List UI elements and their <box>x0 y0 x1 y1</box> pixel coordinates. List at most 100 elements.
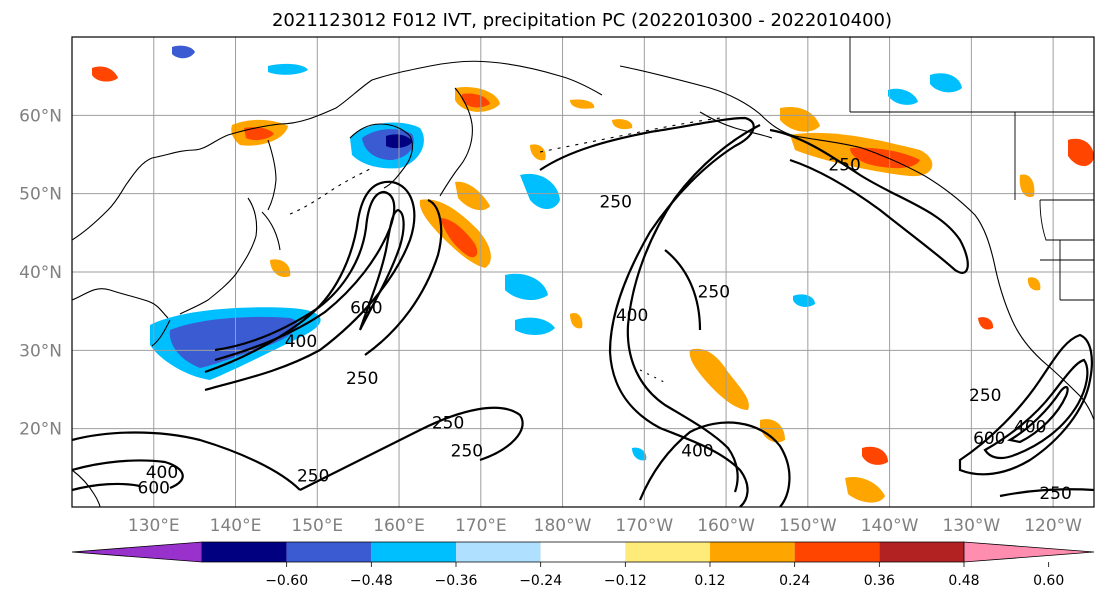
precip-positive-region <box>845 476 885 503</box>
colorbar-tick-label: 0.24 <box>779 573 810 589</box>
figure-title: 2021123012 F012 IVT, precipitation PC (2… <box>272 10 892 31</box>
ivt-contour-label: 600 <box>138 478 170 498</box>
colorbar-tick-label: −0.60 <box>265 573 308 589</box>
precip-negative-region <box>172 45 195 59</box>
ivt-contour-label: 400 <box>285 332 317 352</box>
colorbar-tick-label: −0.48 <box>350 573 393 589</box>
precip-strong-positive-region <box>850 147 920 169</box>
colorbar-tick-label: 0.60 <box>1033 573 1064 589</box>
ivt-contour-label: 250 <box>599 193 631 213</box>
ivt-contour-label: 400 <box>616 306 648 326</box>
precip-positive-region <box>612 119 633 130</box>
philippines-coastline <box>72 469 101 507</box>
coastlines <box>72 60 1094 507</box>
precip-positive-region <box>689 348 749 410</box>
us-canada-border <box>1039 199 1094 241</box>
latitude-label: 40°N <box>19 263 62 283</box>
precip-positive-region <box>530 144 546 161</box>
longitude-label: 130°E <box>128 516 180 536</box>
colorbar-extend-max <box>963 541 1095 563</box>
precip-strong-positive-region <box>440 218 478 258</box>
ivt-contour-label: 250 <box>297 467 329 487</box>
map-frame <box>71 36 1095 508</box>
precip-positive-region <box>92 66 118 82</box>
precip-negative-region <box>632 447 647 461</box>
colorbar-tick-label: 0.36 <box>864 573 895 589</box>
ivt-contours <box>72 116 1094 507</box>
colorbar-segment <box>794 542 880 562</box>
ivt-contour-label: 400 <box>146 463 178 483</box>
colorbar-tick-label: −0.12 <box>604 573 647 589</box>
ivt-contour-label: 400 <box>681 442 713 462</box>
alaska-peninsula <box>699 111 773 139</box>
precip-negative-region <box>268 63 308 75</box>
latitude-label: 20°N <box>19 420 62 440</box>
precip-positive-region <box>570 312 583 329</box>
kamchatka-coastline <box>439 87 473 197</box>
kuril-islands <box>289 167 373 215</box>
longitude-labels: 130°E 140°E 150°E 160°E 170°E 180°W 170°W 160°W… <box>128 516 1082 536</box>
colorbar-tick-label: −0.24 <box>519 573 562 589</box>
precip-positive-region <box>978 317 994 330</box>
longitude-label: 140°W <box>861 516 919 536</box>
colorbar-tick-label: 0.12 <box>694 573 725 589</box>
precip-strong-positive-region <box>244 127 274 141</box>
ivt-contour-label: 250 <box>1039 484 1071 504</box>
ivt-contour-label: 400 <box>1014 417 1046 437</box>
ivt-contour-400 <box>626 124 761 493</box>
north-america-coastline <box>619 65 1094 421</box>
ivt-contour-label: 250 <box>698 283 730 303</box>
ivt-contour-600 <box>72 482 141 492</box>
longitude-label: 180°W <box>534 516 592 536</box>
ivt-contour-250 <box>72 406 524 491</box>
longitude-label: 170°W <box>615 516 673 536</box>
colorbar-segment <box>286 542 372 562</box>
ivt-contour-600 <box>358 208 405 331</box>
asia-coastline <box>72 60 603 319</box>
aleutian-islands <box>539 117 721 153</box>
ivt-contour-250 <box>364 198 443 356</box>
ivt-contour-250 <box>999 488 1094 498</box>
longitude-label: 130°W <box>942 516 1000 536</box>
colorbar-extend-min <box>71 541 203 563</box>
ivt-contour-label: 250 <box>432 413 464 433</box>
latitude-labels: 20°N 30°N 40°N 50°N 60°N <box>19 106 62 439</box>
longitude-label: 120°W <box>1024 516 1082 536</box>
hawaii-islands <box>639 369 665 383</box>
canada-provinces-border <box>850 111 1094 201</box>
precip-negative-region <box>520 173 560 209</box>
longitude-label: 160°W <box>697 516 755 536</box>
us-state-borders <box>1040 240 1094 301</box>
colorbar-segment <box>371 542 456 562</box>
sakhalin-coastline <box>267 139 277 211</box>
map-area: 4006002502502502504006002504002504002502… <box>71 36 1095 508</box>
colorbar-tick-labels: −0.60 −0.48 −0.36 −0.24 −0.12 0.12 0.24 0.36 0.4… <box>265 562 1064 589</box>
colorbar-segment <box>710 542 795 562</box>
precip-strong-positive-region <box>462 93 490 108</box>
colorbar-tick-label: 0.48 <box>948 573 979 589</box>
precip-positive-region <box>1068 138 1094 167</box>
ivt-contour-250 <box>664 249 702 331</box>
precip-negative-region <box>888 88 918 105</box>
ivt-contour-label: 250 <box>969 386 1001 406</box>
precip-strong-negative-region <box>169 316 298 368</box>
ivt-contour-labels: 4006002502502502504006002504002504002502… <box>138 156 1072 504</box>
borders <box>849 37 1094 301</box>
latitude-label: 50°N <box>19 185 62 205</box>
ivt-contour-250 <box>638 421 791 507</box>
colorbar-segment <box>202 542 287 562</box>
ivt-contour-label: 600 <box>350 298 382 318</box>
precip-positive-region <box>270 259 291 278</box>
ivt-contour-label: 600 <box>973 429 1005 449</box>
ivt-contour-label: 250 <box>346 369 378 389</box>
precip-positive-region <box>862 446 888 465</box>
longitude-label: 160°E <box>373 516 425 536</box>
ivt-contour-label: 250 <box>451 442 483 462</box>
precip-positive-region <box>1019 174 1035 198</box>
colorbar-outline <box>202 541 964 563</box>
ivt-contour-250 <box>958 333 1093 476</box>
latitude-label: 30°N <box>19 341 62 361</box>
precip-positive-region <box>1027 277 1041 291</box>
precip-positive-region <box>570 99 595 109</box>
